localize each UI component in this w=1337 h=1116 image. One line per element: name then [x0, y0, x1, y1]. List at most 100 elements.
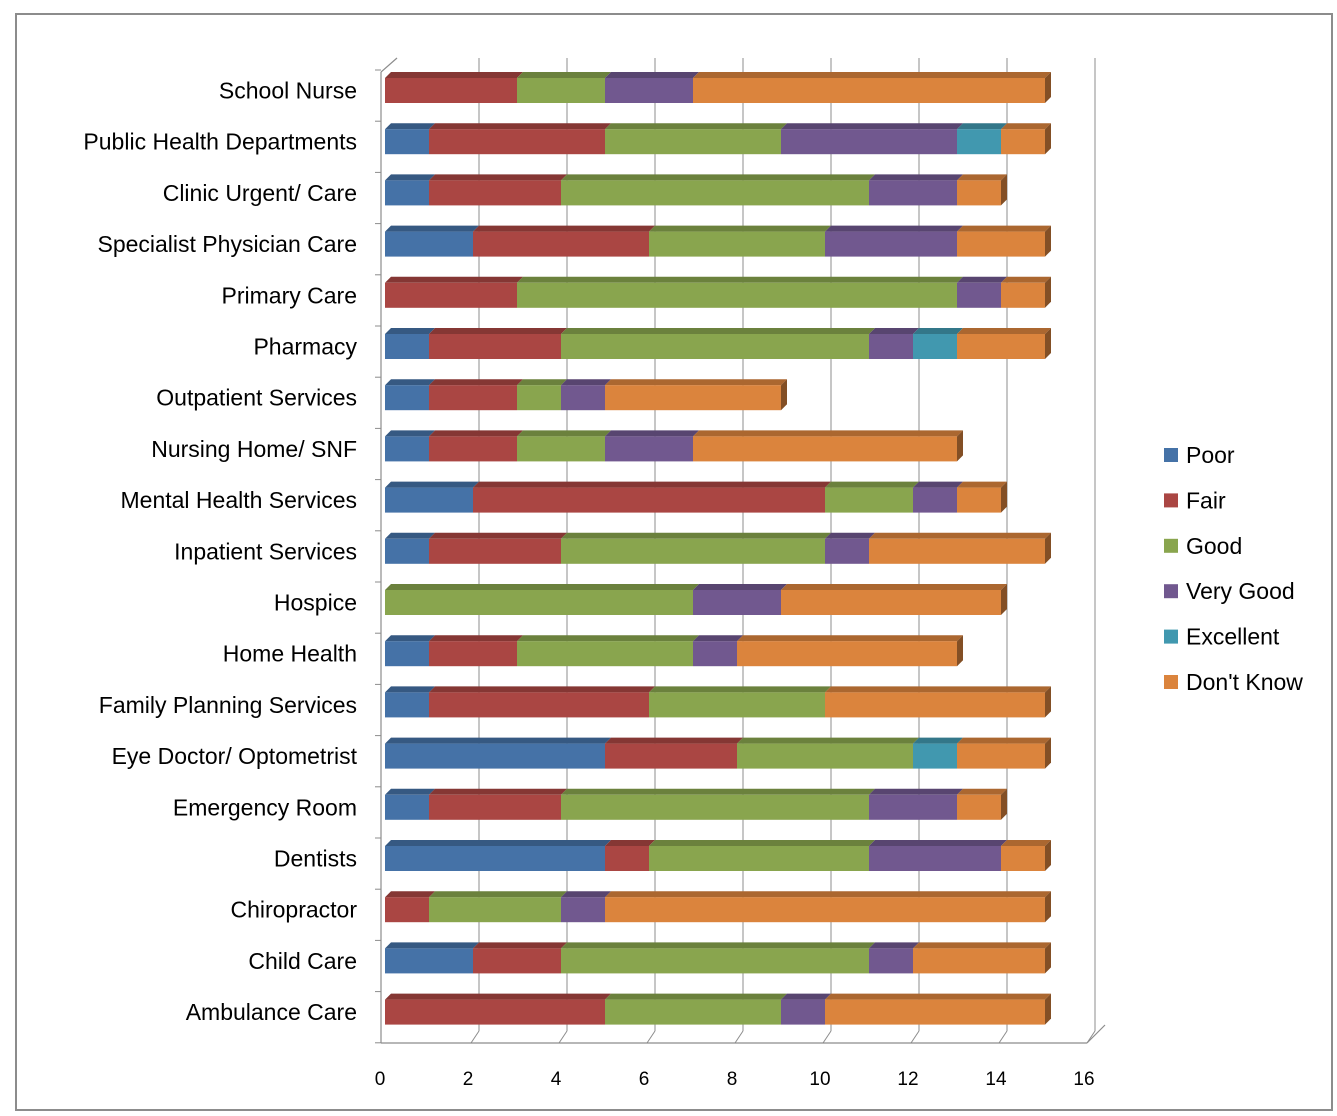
bar-top [957, 788, 1007, 795]
x-tick-label: 12 [897, 1069, 918, 1090]
bar-row [385, 584, 1007, 615]
bar-segment [649, 840, 875, 871]
bar-front [957, 743, 1045, 769]
bar-top [605, 72, 699, 78]
bar-front [385, 641, 429, 667]
bar-segment [913, 942, 1051, 974]
bar-top [869, 532, 1051, 539]
bar-top [517, 635, 699, 642]
bar-front [561, 180, 869, 206]
bar-side [1045, 840, 1051, 871]
bar-segment [869, 174, 963, 206]
bar-top [473, 942, 567, 949]
bar-top [385, 840, 611, 846]
bar-front [957, 334, 1045, 359]
bar-row [385, 481, 1007, 513]
bar-top [385, 584, 699, 590]
bar-segment [385, 635, 435, 667]
category-label: Eye Doctor/ Optometrist [112, 743, 358, 769]
bar-top [429, 891, 567, 898]
bar-top [957, 174, 1007, 181]
bar-top [429, 686, 655, 693]
bar-side [1001, 788, 1007, 820]
bar-top [561, 379, 611, 386]
bar-top [429, 379, 523, 386]
bar-segment [649, 686, 831, 718]
bar-row [385, 225, 1051, 257]
bar-segment [957, 123, 1007, 155]
bar-front [913, 487, 957, 513]
bar-front [957, 180, 1001, 206]
bar-segment [473, 942, 567, 974]
bar-top [385, 737, 611, 744]
bar-segment [385, 686, 435, 718]
bar-segment [693, 635, 743, 667]
bar-front [605, 129, 781, 155]
bar-row [385, 174, 1007, 206]
bar-front [957, 282, 1001, 308]
bar-top [385, 891, 435, 898]
bar-front [869, 846, 1001, 871]
bar-top [957, 276, 1007, 283]
bar-front [517, 641, 693, 667]
bar-front [385, 282, 517, 308]
bar-row [385, 328, 1051, 359]
bar-segment [385, 532, 435, 564]
category-label: Family Planning Services [99, 692, 357, 718]
bar-segment [385, 942, 479, 974]
bar-top [825, 225, 963, 232]
bar-segment [605, 379, 787, 411]
bar-top [1001, 276, 1051, 283]
bar-top [561, 532, 831, 539]
bar-side [781, 379, 787, 411]
bar-top [913, 737, 963, 744]
bar-row [385, 532, 1051, 564]
bar-side [1045, 532, 1051, 564]
bar-segment [385, 328, 435, 359]
bar-segment [825, 686, 1051, 718]
bar-front [385, 846, 605, 871]
bar-top [517, 430, 611, 437]
bar-top [385, 123, 435, 130]
category-label: Emergency Room [173, 794, 357, 820]
bar-top [429, 788, 567, 795]
bar-front [517, 78, 605, 103]
bar-front [385, 436, 429, 462]
chart-frame [15, 13, 1333, 1111]
category-label: Dentists [274, 846, 357, 872]
bar-segment [957, 788, 1007, 820]
bar-segment [737, 737, 919, 769]
bar-front [825, 692, 1045, 718]
x-tick-label: 10 [809, 1069, 830, 1090]
gridline-floor [910, 1030, 920, 1044]
x-tick-label: 2 [463, 1069, 474, 1090]
bar-top [957, 737, 1051, 744]
bar-front [561, 948, 869, 974]
category-label: Child Care [248, 948, 357, 974]
bar-top [869, 840, 1007, 846]
bar-top [429, 328, 567, 334]
bar-segment [517, 430, 611, 462]
category-label: Inpatient Services [174, 538, 357, 564]
bar-front [385, 78, 517, 103]
bar-top [825, 686, 1051, 693]
bar-front [869, 538, 1045, 564]
bar-segment [561, 788, 875, 820]
x-tick-label: 0 [375, 1069, 386, 1090]
bar-front [957, 231, 1045, 257]
bar-top [429, 635, 523, 642]
bar-segment [605, 840, 655, 871]
bar-top [385, 635, 435, 642]
bar-segment [1001, 123, 1051, 155]
bar-front [781, 590, 1001, 615]
bar-row [385, 891, 1051, 923]
bar-segment [913, 481, 963, 513]
bar-front [957, 129, 1001, 155]
bar-top [781, 584, 1007, 590]
x-tick-label: 8 [727, 1069, 738, 1090]
bar-front [429, 129, 605, 155]
bar-top [385, 276, 523, 283]
bar-front [429, 334, 561, 359]
bar-top [385, 225, 479, 232]
bar-segment [737, 635, 963, 667]
